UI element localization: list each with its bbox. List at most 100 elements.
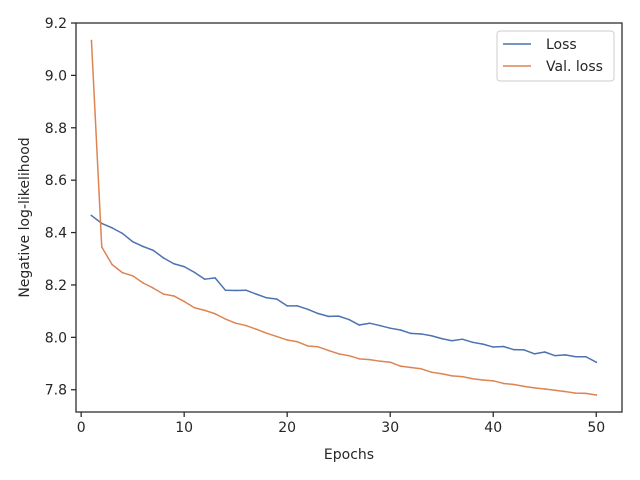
data-point <box>234 322 237 325</box>
data-point <box>317 312 319 315</box>
data-point <box>265 296 268 299</box>
data-point <box>523 349 525 351</box>
data-point <box>492 346 495 348</box>
data-point <box>368 358 371 361</box>
data-point <box>224 289 227 291</box>
data-point <box>173 262 175 265</box>
data-point <box>410 366 412 369</box>
data-point <box>482 379 484 381</box>
data-point <box>90 39 93 42</box>
series-line-val-loss <box>90 39 598 396</box>
y-tick-label: 8.8 <box>45 121 67 137</box>
data-point <box>564 354 567 356</box>
data-point <box>255 293 258 295</box>
data-point <box>399 329 402 331</box>
data-point <box>471 341 474 344</box>
y-axis-label: Negative log-likelihood <box>17 137 33 297</box>
data-point <box>533 353 536 355</box>
data-point <box>224 318 227 320</box>
data-point <box>276 335 278 338</box>
data-point <box>533 387 536 389</box>
data-point <box>337 315 340 317</box>
data-point <box>564 390 567 393</box>
data-point <box>183 300 185 303</box>
data-point <box>399 365 402 367</box>
data-point <box>410 332 412 335</box>
legend-label: Val. loss <box>546 59 603 75</box>
data-point <box>214 312 216 315</box>
y-tick-label: 8.6 <box>45 173 67 189</box>
data-point <box>368 322 371 325</box>
data-point <box>193 271 196 274</box>
data-point <box>543 351 546 353</box>
data-point <box>430 371 433 373</box>
data-point <box>306 308 309 311</box>
y-axis: 7.8 8.0 8.2 8.4 8.6 8.8 9.0 9.2 <box>45 16 76 399</box>
data-point <box>379 324 381 327</box>
x-axis-label: Epochs <box>324 447 374 463</box>
data-point <box>554 389 556 392</box>
data-point <box>461 375 464 378</box>
data-point <box>389 327 392 329</box>
x-tick-label: 20 <box>278 420 296 436</box>
x-axis: 0 10 20 30 40 50 <box>77 412 605 436</box>
data-point <box>543 388 546 390</box>
data-point <box>131 274 134 277</box>
data-point <box>121 232 124 235</box>
data-point <box>234 289 237 292</box>
y-tick-label: 7.8 <box>45 383 67 399</box>
data-point <box>111 227 113 229</box>
legend-label: Loss <box>546 37 577 53</box>
x-tick-label: 10 <box>175 420 193 436</box>
data-point <box>276 298 278 300</box>
data-point <box>451 339 453 342</box>
data-point <box>389 361 392 364</box>
x-tick-label: 50 <box>587 420 605 436</box>
data-point <box>440 372 443 375</box>
legend: Loss Val. loss <box>496 30 615 82</box>
data-point <box>162 293 165 295</box>
series-layer <box>90 39 598 396</box>
data-point <box>502 345 505 348</box>
data-point <box>337 353 340 355</box>
data-point <box>193 306 196 309</box>
data-point <box>214 277 216 279</box>
data-point <box>121 271 124 274</box>
data-point <box>554 354 556 357</box>
data-point <box>296 305 299 307</box>
y-tick-label: 8.2 <box>45 278 67 294</box>
data-point <box>111 263 113 266</box>
x-tick-label: 0 <box>77 420 86 436</box>
data-point <box>513 383 515 386</box>
y-tick-label: 9.2 <box>45 16 67 32</box>
data-point <box>348 318 350 321</box>
data-point <box>440 337 443 340</box>
data-point <box>420 333 422 335</box>
data-point <box>482 343 484 345</box>
data-point <box>451 375 453 377</box>
y-tick-label: 8.0 <box>45 330 67 346</box>
data-point <box>595 361 598 364</box>
y-tick-label: 9.0 <box>45 68 67 84</box>
data-point <box>100 222 103 225</box>
data-point <box>327 349 330 352</box>
data-point <box>203 278 206 280</box>
data-point <box>327 315 330 318</box>
x-tick-label: 40 <box>484 420 502 436</box>
data-point <box>142 245 144 248</box>
data-point <box>379 360 381 362</box>
data-point <box>513 348 515 351</box>
data-point <box>100 246 103 248</box>
data-point <box>162 257 165 259</box>
data-point <box>358 324 361 326</box>
data-point <box>492 380 495 382</box>
data-point <box>585 392 587 395</box>
data-point <box>358 358 361 360</box>
data-point <box>152 249 155 252</box>
data-point <box>420 367 422 370</box>
data-point <box>574 392 577 394</box>
data-point <box>286 305 288 307</box>
series-line-loss <box>90 214 598 364</box>
data-point <box>90 214 93 217</box>
